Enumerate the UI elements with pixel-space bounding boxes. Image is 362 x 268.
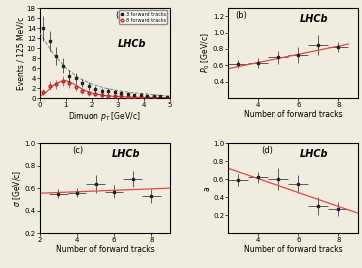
- Y-axis label: $\sigma$ [GeV/c]: $\sigma$ [GeV/c]: [11, 170, 23, 207]
- X-axis label: Dimuon $p_T$ [GeV/c]: Dimuon $p_T$ [GeV/c]: [68, 110, 141, 123]
- Text: (a): (a): [115, 11, 127, 20]
- Y-axis label: $P_0$ [GeV/c]: $P_0$ [GeV/c]: [199, 33, 211, 73]
- Text: LHCb: LHCb: [111, 149, 140, 159]
- Text: (d): (d): [261, 146, 273, 155]
- Text: LHCb: LHCb: [118, 39, 146, 49]
- X-axis label: Number of forward tracks: Number of forward tracks: [55, 245, 154, 254]
- Text: LHCb: LHCb: [300, 149, 328, 159]
- Y-axis label: Events / 125 MeV/c: Events / 125 MeV/c: [16, 16, 25, 90]
- Text: (b): (b): [235, 11, 247, 20]
- Y-axis label: a: a: [203, 186, 211, 191]
- X-axis label: Number of forward tracks: Number of forward tracks: [244, 110, 343, 119]
- Legend: 3 forward tracks, 8 forward tracks: 3 forward tracks, 8 forward tracks: [119, 10, 167, 24]
- X-axis label: Number of forward tracks: Number of forward tracks: [244, 245, 343, 254]
- Text: (c): (c): [72, 146, 84, 155]
- Text: LHCb: LHCb: [300, 14, 328, 24]
